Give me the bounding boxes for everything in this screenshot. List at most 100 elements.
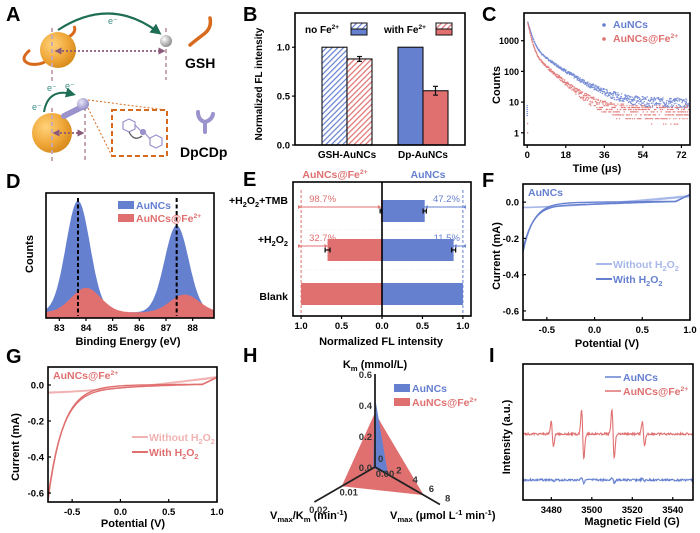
cv-ytick-label: 0.0 [31,381,44,392]
i-spectrum-aunc-fe [522,408,694,460]
e-arrow-head [377,205,381,209]
e-bar [382,283,463,305]
c-legend-label: AuNCs [613,19,648,31]
c-ylabel: Counts [491,66,503,104]
cv-xtick-label: 0.0 [588,325,601,336]
c-xtick-label: 36 [599,150,610,161]
c-ytick-label: 1000 [499,36,519,46]
g-plot-frame [47,366,218,503]
zoom-guide-line [87,99,167,111]
c-series-points-aunc [527,21,690,110]
molecule-inset-box [111,109,168,157]
i-plot-frame [522,363,694,501]
d-xtick-label: 86 [134,323,145,334]
cv-legend-label: With H2O2 [149,447,199,461]
c-legend-marker [602,23,606,27]
cv-xtick-label: 0.5 [162,507,176,518]
h-tick-label: 0 [378,454,383,465]
gsh-legend-icon [188,16,213,47]
cv-legend-label: Without H2O2 [613,259,679,273]
h-legend-swatch [394,398,410,406]
e-percent-annotation: 11.5% [434,233,461,244]
h-legend-label: AuNCs [412,383,447,395]
zoom-guide-line [87,107,113,157]
e-arrow-head [424,205,428,209]
b-legend-swatch-solid [435,28,453,36]
panel-d-chart: Counts Binding Energy (eV) 83 84 85 86 87 88 … [24,192,215,348]
d-legend-label: AuNCs@Fe2+ [136,213,201,225]
panel-letter-e: E [243,169,256,191]
d-ylabel: Counts [24,235,36,273]
i-ylabel: Intensity (a.u.) [501,399,513,474]
h-radar-area-aunc [373,397,388,475]
c-xtick-label: 0 [525,150,530,161]
e-percent-annotation: 98.7% [309,194,336,205]
gold-nanocluster-top [40,32,76,68]
cv-curve-with-h2o2 [47,376,218,499]
panel-i-chart: Intensity (a.u.) Magnetic Field (G) 3480… [501,363,694,528]
e-arrow-head [298,205,302,209]
e-xtick-label: 0.0 [375,321,388,332]
i-legend-label: AuNCs@Fe2+ [623,386,688,398]
gsh-label: GSH [185,55,215,71]
dpcdp-legend-icon [196,110,215,134]
d-xtick-label: 85 [107,323,118,334]
cv-xtick-label: 1.0 [683,325,696,336]
i-legend-label: AuNCs [623,372,658,384]
iron-ion-bottom [77,98,89,110]
e-header-right: AuNCs [410,169,445,181]
cv-xtick-label: 0.0 [114,507,127,518]
h-legend-swatch [394,384,410,392]
e-plot-frame [292,181,472,317]
h-legend-label: AuNCs@Fe2+ [412,397,477,409]
e-arrow-head [324,244,328,248]
electron-label: e⁻ [65,81,75,91]
h-tick-label: 4 [412,475,418,486]
panel-letter-h: H [243,345,257,367]
c-xlabel: Time (μs) [573,163,622,175]
panel-e-chart: AuNCs@Fe2+ AuNCs 98.7% 32.7% 47.2% 11.5% 1.0 0.… [229,169,472,348]
iron-ion-top [160,35,172,47]
c-legend-marker [602,37,606,41]
f-ylabel: Current (mA) [491,222,503,290]
e-category-label: Blank [259,291,288,303]
e-xtick-label: 1.0 [294,321,307,332]
panel-letter-b: B [243,4,257,26]
panel-letter-a: A [6,4,20,26]
b-ytick-label: 1.0 [277,43,290,54]
c-ytick-label: 10 [509,98,519,108]
panel-letter-i: I [489,345,495,367]
electron-label: e⁻ [32,102,42,112]
h-axis [313,466,376,503]
f-plot-frame [522,183,691,321]
e-xlabel: Normalized FL intensity [319,336,444,348]
e-xtick-label: 1.0 [456,321,469,332]
d-legend-swatch [118,201,134,209]
d-legend-swatch [118,214,134,222]
c-xtick-label: 54 [638,150,649,161]
c-legend-label: AuNCs@Fe2+ [613,33,678,45]
cv-ytick-label: -0.4 [503,270,520,281]
b-bar [346,58,373,146]
c-xtick-label: 72 [676,150,687,161]
i-xtick-label: 3480 [541,505,562,516]
h-tick-label: 6 [429,484,434,495]
b-legend-label: no Fe2+ [305,24,339,36]
d-xtick-label: 88 [187,323,198,334]
h-tick-label: 2 [396,465,401,476]
h-axis-label-km: Km (mmol/L) [343,359,408,373]
h-tick-label: 0.2 [359,432,372,443]
electron-label: e⁻ [108,16,118,26]
h-tick-label: 0.6 [359,370,372,381]
i-spectrum-aunc [522,476,694,485]
b-ylabel: Normalized FL intensity [254,27,265,140]
b-legend-swatch-solid [350,28,368,36]
cv-xtick-label: -0.5 [64,507,81,518]
g-ylabel: Current (mA) [10,413,22,481]
dpcdp-label: DpCDp [180,144,227,160]
e-arrow-head [462,205,466,209]
panel-letters: A B C D E F G H I [6,4,496,368]
b-legend-swatch-hatched [350,22,368,30]
e-bar [327,239,382,261]
